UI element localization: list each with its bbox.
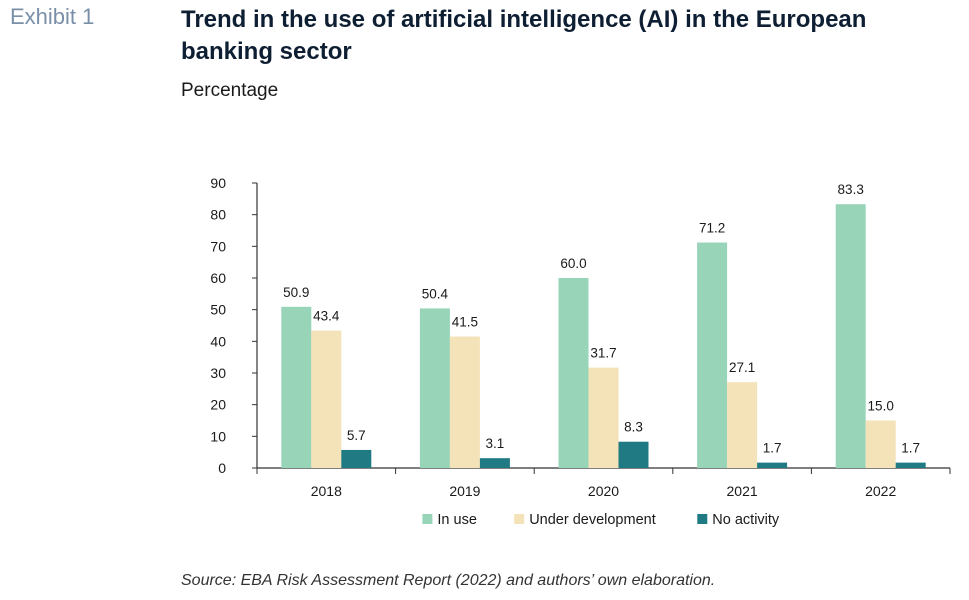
bar xyxy=(281,306,312,468)
x-tick-label: 2021 xyxy=(727,483,758,499)
data-label: 1.7 xyxy=(901,441,920,456)
bar xyxy=(479,458,510,468)
bar xyxy=(757,462,788,468)
data-label: 83.3 xyxy=(838,182,864,197)
data-label: 31.7 xyxy=(590,346,616,361)
chart-subtitle: Percentage xyxy=(181,80,279,101)
x-tick-label: 2018 xyxy=(311,483,342,499)
x-tick-label: 2020 xyxy=(588,483,619,499)
chart-title: Trend in the use of artificial intellige… xyxy=(181,6,867,65)
y-tick-label: 0 xyxy=(218,460,226,476)
data-label: 43.4 xyxy=(313,309,340,324)
legend: In use Under development No activity xyxy=(422,512,780,528)
data-label: 8.3 xyxy=(624,420,643,435)
bar xyxy=(865,420,896,468)
legend-swatch xyxy=(514,514,525,524)
data-label: 60.0 xyxy=(560,256,586,271)
x-tick-label: 2022 xyxy=(865,483,896,499)
data-label: 41.5 xyxy=(452,315,478,330)
data-label: 1.7 xyxy=(763,441,782,456)
bar xyxy=(835,204,866,468)
legend-label: In use xyxy=(437,512,477,528)
bar xyxy=(895,462,926,468)
y-tick-label: 90 xyxy=(210,175,226,191)
bars: 50.9 43.4 5.7 50.441.5 3.1 60.0 31.7 8.3 71.2 27.… xyxy=(281,182,926,468)
legend-label: Under development xyxy=(529,512,656,528)
bar xyxy=(449,336,480,468)
x-axis: 2018 2019 2020 2021 2022 xyxy=(256,467,951,499)
y-tick-label: 20 xyxy=(210,397,226,413)
y-tick-label: 30 xyxy=(210,365,226,381)
bar xyxy=(588,367,619,468)
data-label: 15.0 xyxy=(868,399,894,414)
bar xyxy=(341,449,372,468)
bar xyxy=(311,330,342,468)
bar xyxy=(419,308,450,468)
data-label: 5.7 xyxy=(347,428,366,443)
y-tick-label: 40 xyxy=(210,333,226,349)
bar xyxy=(618,441,649,468)
y-tick-label: 60 xyxy=(210,270,226,286)
y-tick-label: 70 xyxy=(210,238,226,254)
bar xyxy=(727,382,758,468)
bar xyxy=(558,278,589,468)
data-label: 50.9 xyxy=(283,285,309,300)
y-tick-label: 50 xyxy=(210,302,226,318)
data-label: 27.1 xyxy=(729,360,755,375)
x-tick-label: 2019 xyxy=(449,483,480,499)
y-axis: 0 10 20 30 40 50 60 70 80 90 xyxy=(210,175,258,476)
y-tick-label: 10 xyxy=(210,428,226,444)
y-tick-label: 80 xyxy=(210,207,226,223)
data-label: 3.1 xyxy=(486,436,505,451)
legend-label: No activity xyxy=(712,512,780,528)
data-label: 71.2 xyxy=(699,221,725,236)
bar-chart: 0 10 20 30 40 50 60 70 80 90 2018 2019 2020 2021 2022… xyxy=(210,175,951,528)
data-label: 50.4 xyxy=(422,286,449,301)
legend-swatch xyxy=(422,514,433,524)
legend-swatch xyxy=(697,514,708,524)
source-note: Source: EBA Risk Assessment Report (2022… xyxy=(181,572,716,589)
bar xyxy=(697,242,728,468)
exhibit-label: Exhibit 1 xyxy=(10,4,95,29)
